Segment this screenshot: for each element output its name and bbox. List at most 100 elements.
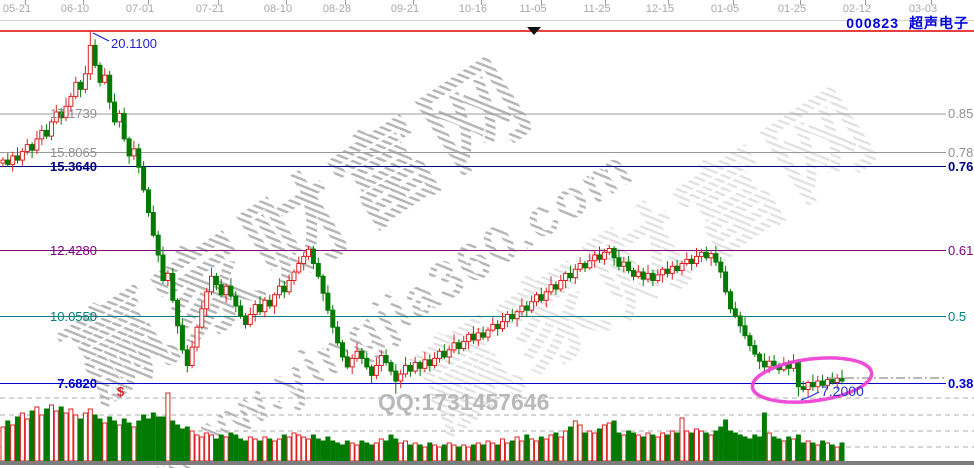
date-label: 01-05 [710, 3, 740, 15]
candle-body [325, 292, 331, 311]
volume-bar [257, 440, 263, 462]
candle-body [126, 138, 132, 157]
volume-bar [238, 438, 244, 462]
candle-body [359, 350, 365, 359]
volume-bar [335, 442, 341, 462]
candle-body [218, 284, 224, 296]
date-label: 11-25 [583, 3, 611, 15]
candle-body [514, 311, 520, 320]
candle-body [684, 258, 690, 264]
candle-body [795, 362, 801, 388]
volume-bar [247, 436, 253, 462]
volume-bar [310, 434, 316, 462]
volume-bar [587, 430, 593, 462]
date-marker-triangle [527, 27, 541, 35]
candle-body [650, 272, 656, 281]
volume-bar [713, 430, 719, 462]
candle-body [800, 386, 806, 391]
volume-bar [44, 408, 50, 462]
volume-bar [529, 438, 535, 462]
volume-bar [199, 436, 205, 462]
volume-bar [53, 410, 59, 462]
volume-bar [592, 432, 598, 462]
candle-body [601, 251, 607, 260]
volume-bar [10, 424, 16, 462]
volume-bar [660, 432, 666, 462]
candle-body [703, 251, 709, 259]
volume-bar [791, 438, 796, 462]
candle-body [267, 299, 273, 307]
candle-body [310, 248, 316, 265]
volume-bar [5, 420, 11, 462]
volume-bar [82, 412, 88, 462]
date-label: 08-28 [322, 3, 352, 15]
candle-body [78, 81, 84, 90]
volume-bar [252, 438, 258, 462]
date-axis: 05-21 06-10 07-01 07-21 08-10 08-28 09-21 10-16… [0, 0, 974, 20]
candle-body [529, 301, 535, 311]
volume-bar [73, 414, 79, 462]
candle-body [209, 275, 214, 293]
candle-body [107, 74, 113, 103]
volume-bar [480, 444, 486, 462]
volume-bar [655, 436, 661, 462]
volume-bar [815, 444, 821, 462]
candle-body [509, 314, 515, 320]
candle-body [500, 321, 505, 330]
volume-bar [170, 420, 176, 462]
candle-body [713, 253, 719, 263]
candle-body [29, 144, 35, 151]
volume-bar [427, 442, 433, 462]
candle-body [5, 159, 11, 165]
volume-bar [49, 404, 54, 462]
volume-bar [233, 434, 239, 462]
candle-body [563, 272, 569, 281]
candle-body [747, 335, 753, 347]
volume-bar [635, 434, 641, 462]
candle-body [175, 299, 181, 327]
date-tick [148, 0, 149, 5]
volume-bar [606, 422, 612, 462]
candle-body [121, 112, 127, 140]
candle-body [388, 362, 394, 372]
candle-body [160, 254, 166, 281]
candle-body [369, 366, 375, 376]
volume-bar [761, 412, 767, 462]
date-tick [668, 0, 669, 5]
candle-body [412, 362, 418, 372]
date-label: 11-05 [519, 3, 547, 15]
candle-body [757, 353, 763, 362]
volume-bar [243, 440, 248, 462]
candle-body [291, 271, 297, 281]
volume-bar [146, 418, 151, 462]
volume-bar [771, 436, 777, 462]
candle-body [606, 248, 612, 253]
volume-bar [698, 430, 704, 462]
volume-bar [340, 444, 345, 462]
candle-body [689, 258, 695, 264]
volume-bar [398, 442, 404, 462]
candle-body [44, 129, 50, 137]
date-tick [800, 0, 801, 5]
volume-bar [737, 434, 743, 462]
volume-bar [621, 434, 627, 462]
candle-body [281, 285, 287, 293]
candle-body [752, 345, 758, 355]
candle-body [820, 380, 826, 386]
volume-bar [107, 416, 113, 462]
candle-body [635, 271, 641, 277]
candle-body [306, 248, 311, 257]
candle-body [480, 332, 486, 338]
date-tick [413, 0, 414, 5]
volume-bar [674, 432, 680, 462]
candle-body [24, 144, 30, 153]
volume-bar [538, 436, 544, 462]
candle-body [213, 275, 219, 286]
volume-bar [742, 436, 748, 462]
date-label: 06-10 [60, 3, 90, 15]
volume-bars [0, 392, 845, 462]
candle-body [567, 272, 573, 279]
volume-bar [616, 432, 622, 462]
